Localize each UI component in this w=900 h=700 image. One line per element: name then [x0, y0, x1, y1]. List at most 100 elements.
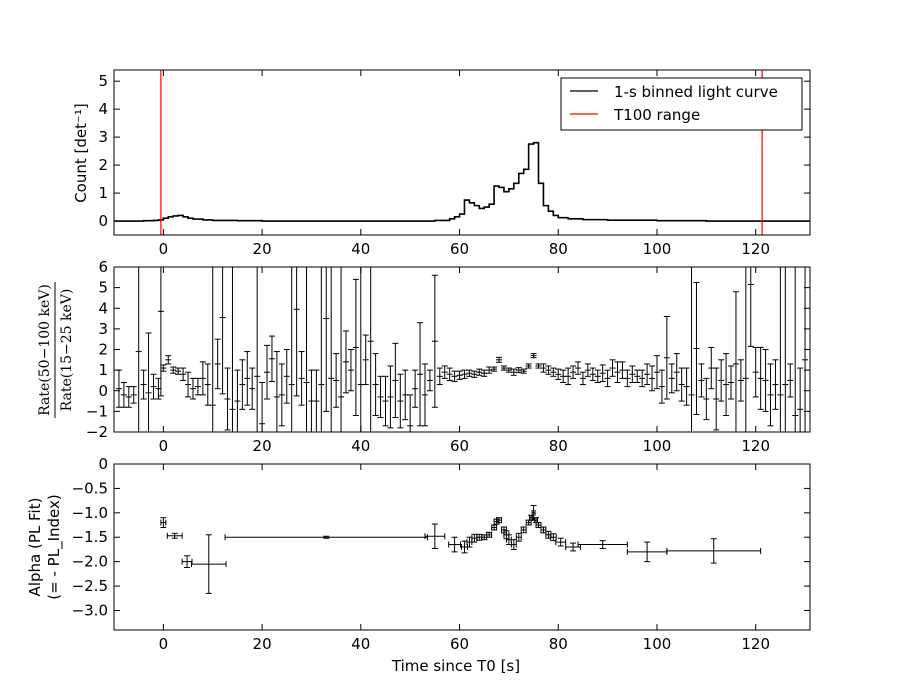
data-point	[239, 359, 246, 410]
data-point	[157, 267, 164, 397]
legend-label-t100: T100 range	[613, 106, 700, 124]
data-point	[629, 365, 636, 383]
y-tick-label: −2	[86, 423, 108, 441]
data-point	[352, 278, 359, 416]
y-tick-label: −1.5	[72, 528, 108, 546]
data-point	[249, 367, 256, 410]
data-point	[742, 267, 749, 432]
y-tick-label: 0	[98, 455, 108, 473]
data-point	[254, 267, 261, 432]
data-point	[658, 369, 665, 404]
data-point	[594, 369, 601, 383]
data-point	[555, 368, 562, 380]
data-point	[589, 367, 596, 381]
data-point	[214, 338, 221, 390]
data-point	[708, 346, 715, 390]
data-point	[303, 267, 310, 432]
data-point	[283, 349, 290, 404]
data-point	[441, 365, 448, 379]
x-tick-label: 120	[741, 437, 770, 455]
data-point	[189, 377, 196, 400]
data-point	[268, 335, 275, 382]
data-point	[431, 274, 438, 408]
y-tick-label: 0	[98, 382, 108, 400]
data-point	[540, 363, 547, 373]
x-tick-label: 60	[450, 635, 469, 653]
alpha-panel: 0 20 40 60 80 100 120 0 −0.5 −1.0 −1.5 −2.0 −2.5 −3.0…	[26, 455, 811, 675]
data-point	[737, 359, 744, 402]
data-point	[530, 353, 537, 359]
data-point	[777, 267, 784, 432]
legend: 1-s binned light curve T100 range	[560, 77, 803, 131]
data-point	[732, 291, 739, 432]
x-tick-label: 60	[450, 437, 469, 455]
data-point	[426, 369, 433, 392]
data-point	[634, 369, 641, 383]
x-tick-label: 20	[253, 240, 272, 258]
data-point	[787, 363, 794, 398]
data-point	[421, 363, 428, 427]
data-point	[491, 366, 498, 372]
data-point	[407, 394, 414, 432]
x-tick-label: 100	[643, 437, 672, 455]
data-point	[678, 367, 685, 402]
y-tick-label: 6	[98, 258, 108, 276]
data-point	[668, 363, 675, 394]
data-point	[466, 369, 473, 377]
y-tick-label: 4	[98, 299, 108, 317]
y-tick-label: 5	[98, 72, 108, 90]
y-tick-label: 2	[98, 156, 108, 174]
alpha-points	[160, 505, 762, 594]
light-curve-ylabel: Count [det⁻¹]	[72, 103, 90, 203]
data-point	[347, 349, 354, 392]
x-tick-label: 20	[253, 635, 272, 653]
data-point	[180, 367, 187, 381]
data-point	[273, 351, 280, 432]
y-tick-label: −0.5	[72, 479, 108, 497]
data-point	[599, 364, 606, 382]
data-point	[718, 359, 725, 402]
data-point	[194, 377, 201, 396]
alpha-point	[577, 540, 628, 549]
data-point	[372, 353, 379, 416]
data-point	[456, 370, 463, 380]
x-tick-label: 60	[450, 240, 469, 258]
data-point	[683, 367, 690, 406]
data-point	[278, 363, 285, 427]
y-tick-label: −1	[86, 402, 108, 420]
data-point	[357, 267, 364, 432]
hardness-ratio-panel: 0 20 40 60 80 100 120 −2 −1 0 1 2 3 4 5 6 Rate(50−100 k…	[37, 258, 811, 455]
data-point	[367, 267, 374, 432]
y-tick-label: 5	[98, 279, 108, 297]
data-point	[624, 369, 631, 388]
data-point	[728, 365, 735, 400]
data-point	[338, 267, 345, 432]
data-point	[382, 375, 389, 427]
data-point	[515, 367, 522, 374]
data-point	[185, 371, 192, 398]
hardness-ratio-ylabel: Rate(50−100 keV) Rate(15−25 keV)	[37, 282, 75, 418]
alpha-point	[486, 531, 493, 538]
x-tick-label: 40	[351, 635, 370, 653]
data-point	[328, 267, 335, 432]
data-point	[343, 330, 349, 394]
data-point	[486, 366, 493, 374]
data-point	[436, 367, 443, 386]
data-point	[762, 349, 769, 412]
data-point	[219, 267, 226, 395]
data-point	[723, 353, 730, 416]
data-point	[545, 365, 552, 375]
x-tick-label: 0	[159, 635, 169, 653]
alpha-point	[496, 517, 503, 524]
data-point	[377, 375, 384, 419]
alpha-point	[520, 526, 527, 534]
data-point	[135, 267, 142, 432]
x-axis-label: Time since T0 [s]	[391, 657, 520, 675]
data-point	[698, 363, 705, 398]
alpha-ylabel-line1: Alpha (PL Fit)	[26, 498, 44, 597]
data-point	[476, 368, 483, 376]
data-point	[412, 369, 419, 408]
x-tick-label: 80	[549, 635, 568, 653]
ylabel-numerator: Rate(50−100 keV)	[37, 284, 53, 416]
data-point	[293, 267, 300, 397]
